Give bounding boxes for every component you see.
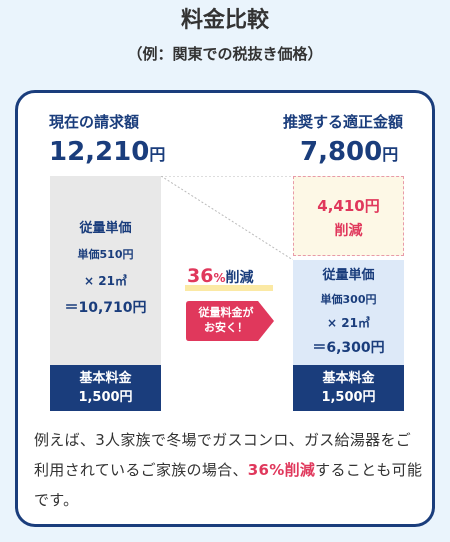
recommended-base-fee: 基本料金 1,500円: [293, 365, 404, 411]
current-usage-bar: 従量単価 単価510円 × 21㎥ ＝10,710円: [50, 176, 161, 365]
savings-tag-line2: お安く！: [204, 321, 248, 334]
recommended-multiplier: × 21㎥: [327, 316, 370, 330]
comparison-connector-lines: [161, 176, 293, 260]
current-bill-title: 現在の請求額: [49, 113, 140, 131]
recommended-usage-title: 従量単価: [322, 268, 375, 283]
savings-box: 4,410円 削減: [293, 176, 404, 256]
description-highlight: 36%削減: [247, 461, 316, 479]
page-subtitle: （例：関東での税抜き価格）: [127, 45, 323, 63]
recommended-amount: 7,800円: [300, 137, 398, 167]
recommended-usage-total: ＝6,300円: [312, 340, 385, 356]
recommended-amount-unit: 円: [382, 145, 399, 164]
current-base-fee: 基本料金 1,500円: [50, 365, 161, 411]
recommended-usage-bar: 従量単価 単価300円 × 21㎥ ＝6,300円: [293, 260, 404, 365]
current-amount-value: 12,210: [49, 137, 150, 167]
savings-percent: 36%削減: [187, 265, 253, 287]
example-description: 例えば、3人家族で冬場でガスコンロ、ガス給湯器をご利用されているご家族の場合、3…: [34, 425, 424, 515]
recommended-base-label: 基本料金: [322, 371, 375, 386]
current-amount-unit: 円: [149, 145, 166, 164]
savings-tag-line1: 従量料金が: [198, 306, 254, 319]
savings-tag-text: 従量料金が お安く！: [186, 305, 266, 335]
current-usage-title: 従量単価: [79, 221, 132, 236]
current-base-value: 1,500円: [78, 390, 133, 405]
savings-amount: 4,410円: [317, 197, 380, 215]
comparison-card: 現在の請求額 12,210円 推奨する適正金額 7,800円 従量単価 単価51…: [15, 90, 435, 527]
savings-tag-shape: [186, 301, 274, 341]
recommended-amount-value: 7,800: [300, 137, 383, 167]
recommended-title: 推奨する適正金額: [283, 113, 404, 131]
percent-highlight: [185, 285, 273, 291]
savings-percent-value: 36: [187, 265, 214, 287]
recommended-unit-price: 単価300円: [320, 293, 377, 306]
page-title: 料金比較: [180, 8, 269, 33]
description-text-before: 例えば、3人家族で冬場でガスコンロ、ガス給湯器をご利用されているご家族の場合、: [34, 431, 412, 479]
description-text-after: することも可能です。: [34, 461, 423, 509]
recommended-base-value: 1,500円: [321, 390, 376, 405]
current-unit-price: 単価510円: [77, 248, 134, 261]
comparison-heading: 料金比較 （例：関東での税抜き価格）: [0, 4, 450, 64]
savings-label: 削減: [334, 223, 363, 239]
current-multiplier: × 21㎥: [84, 274, 127, 288]
savings-percent-sign: %: [213, 271, 226, 285]
savings-percent-label: 削減: [225, 270, 254, 286]
current-base-label: 基本料金: [79, 371, 132, 386]
current-bill-amount: 12,210円: [49, 137, 165, 167]
current-usage-total: ＝10,710円: [64, 300, 147, 316]
